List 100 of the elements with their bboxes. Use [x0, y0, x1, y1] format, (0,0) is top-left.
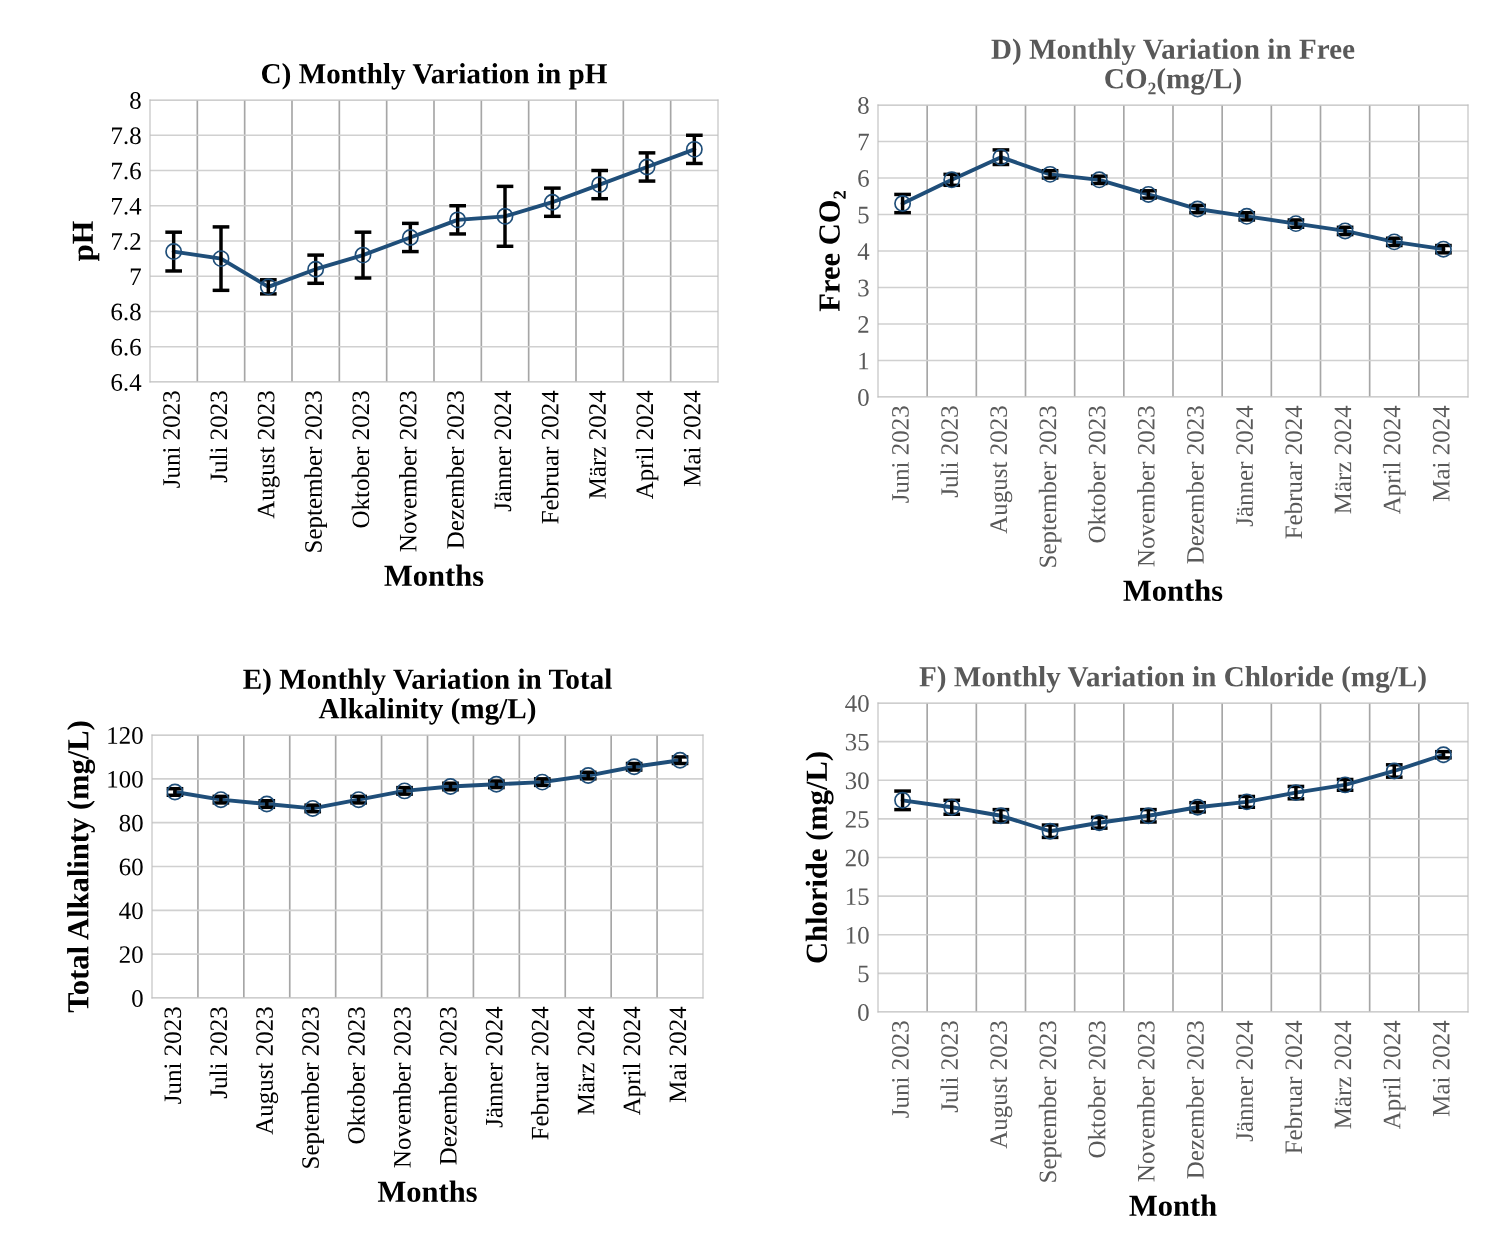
x-tick-label: Mai 2024 — [683, 390, 701, 487]
x-tick-label: Mai 2024 — [1432, 405, 1450, 502]
point — [496, 207, 514, 225]
chart-title: D) Monthly Variation in Free CO₂(mg/L) — [991, 38, 1355, 95]
y-tick-label: 1 — [859, 352, 869, 370]
y-tick-label: 2 — [858, 316, 869, 333]
point — [307, 260, 325, 278]
y-axis-title: pH — [72, 221, 100, 261]
y-tick-label: 10 — [846, 926, 869, 944]
x-tick-label: Mai 2024 — [669, 1006, 687, 1103]
x-tick-label: Februar 2024 — [1284, 405, 1303, 539]
point — [685, 140, 703, 158]
y-tick-label: 20 — [119, 946, 143, 964]
x-tick-label: Dezember 2023 — [439, 1007, 457, 1165]
point — [304, 799, 322, 817]
x-tick-label: Jänner 2024 — [1236, 1020, 1254, 1142]
x-tick-label: Jänner 2024 — [1236, 405, 1254, 527]
y-tick-label: 20 — [845, 849, 869, 867]
y-axis-title: Chloride (mg/L) — [805, 752, 834, 963]
x-tick-label: Jänner 2024 — [494, 390, 512, 512]
x-tick-label: Oktober 2023 — [351, 391, 370, 528]
x-tick-label: August 2023 — [990, 1021, 1013, 1149]
y-tick-label: 40 — [845, 695, 869, 712]
point — [625, 758, 643, 776]
y-tick-label: 3 — [858, 279, 869, 297]
point — [638, 158, 656, 176]
x-tick-label: August 2023 — [256, 1007, 279, 1135]
chart-title: E) Monthly Variation in Total Alkalinity (mg/L) — [243, 668, 612, 725]
x-axis-title: Months — [384, 564, 484, 587]
y-tick-label: 6.8 — [111, 303, 141, 321]
x-tick-label: August 2023 — [990, 406, 1013, 534]
y-tick-label: 0 — [858, 1004, 869, 1021]
y-tick-label: 8 — [858, 97, 869, 114]
point — [487, 775, 505, 793]
x-tick-label: August 2023 — [257, 391, 280, 519]
y-tick-label: 8 — [130, 92, 141, 109]
y-tick-label: 7.4 — [112, 197, 142, 215]
x-tick-label: Dezember 2023 — [446, 391, 464, 549]
y-tick-label: 7 — [858, 133, 869, 151]
point — [350, 791, 368, 809]
point — [396, 782, 414, 800]
point — [354, 246, 372, 264]
x-tick-label: September 2023 — [301, 1007, 325, 1168]
y-tick-label: 6.4 — [111, 374, 142, 392]
x-axis-title: Months — [1123, 579, 1223, 602]
x-tick-label: Juli 2023 — [209, 391, 228, 483]
x-tick-label: Februar 2024 — [1284, 1020, 1303, 1154]
point — [579, 767, 597, 785]
y-tick-label: 5 — [858, 206, 869, 224]
y-tick-label: 0 — [858, 389, 869, 406]
y-tick-label: 80 — [119, 814, 143, 832]
x-tick-label: Juli 2023 — [940, 406, 959, 498]
x-tick-label: März 2024 — [589, 390, 606, 499]
x-tick-label: November 2023 — [393, 1007, 411, 1168]
y-tick-label: 40 — [119, 902, 143, 920]
point — [212, 791, 230, 809]
x-axis-title: Months — [377, 1180, 477, 1203]
y-tick-label: 7.6 — [112, 162, 141, 180]
x-tick-label: März 2024 — [577, 1006, 595, 1115]
x-tick-label: April 2024 — [635, 390, 659, 500]
y-tick-label: 6 — [858, 170, 869, 187]
point — [165, 243, 183, 261]
y-tick-label: 120 — [108, 727, 143, 744]
x-tick-label: Jänner 2024 — [485, 1006, 503, 1128]
y-tick-label: 25 — [845, 810, 869, 828]
point — [543, 193, 561, 211]
chart-title: F) Monthly Variation in Chloride (mg/L) — [919, 666, 1426, 693]
x-tick-label: Dezember 2023 — [1186, 406, 1204, 564]
x-tick-label: September 2023 — [304, 391, 327, 552]
point — [591, 176, 609, 194]
point — [212, 250, 230, 268]
y-tick-label: 30 — [845, 772, 869, 790]
x-tick-label: Dezember 2023 — [1186, 1021, 1204, 1179]
y-axis-title: Total Alkalinty (mg/L) — [67, 721, 96, 1013]
x-tick-label: Juli 2023 — [940, 1021, 959, 1113]
y-tick-label: 15 — [846, 888, 869, 906]
x-tick-label: März 2024 — [1334, 405, 1352, 514]
x-tick-label: April 2024 — [1382, 1020, 1406, 1130]
y-axis-title: Free CO₂ — [819, 191, 846, 312]
x-tick-label: Februar 2024 — [530, 1006, 549, 1140]
x-tick-label: Februar 2024 — [541, 390, 559, 524]
y-tick-label: 7.8 — [112, 127, 141, 145]
x-tick-label: März 2024 — [1334, 1020, 1352, 1129]
x-axis-title: Month — [1129, 1194, 1217, 1217]
point — [258, 795, 276, 813]
x-tick-label: Juni 2023 — [164, 1007, 182, 1104]
x-tick-label: Oktober 2023 — [1087, 406, 1106, 543]
x-tick-label: Juni 2023 — [163, 391, 180, 488]
point — [671, 751, 689, 769]
x-tick-label: Juni 2023 — [891, 406, 909, 503]
x-tick-label: Mai 2024 — [1432, 1020, 1450, 1117]
y-tick-label: 6.6 — [111, 338, 141, 356]
x-tick-label: November 2023 — [1137, 406, 1155, 567]
point — [533, 773, 551, 791]
x-tick-label: November 2023 — [1137, 1021, 1155, 1182]
x-tick-label: Oktober 2023 — [1087, 1021, 1106, 1158]
y-tick-label: 7 — [130, 268, 141, 285]
y-tick-label: 7.2 — [112, 233, 141, 251]
x-tick-label: April 2024 — [1382, 405, 1406, 515]
x-tick-label: September 2023 — [1038, 1021, 1062, 1182]
